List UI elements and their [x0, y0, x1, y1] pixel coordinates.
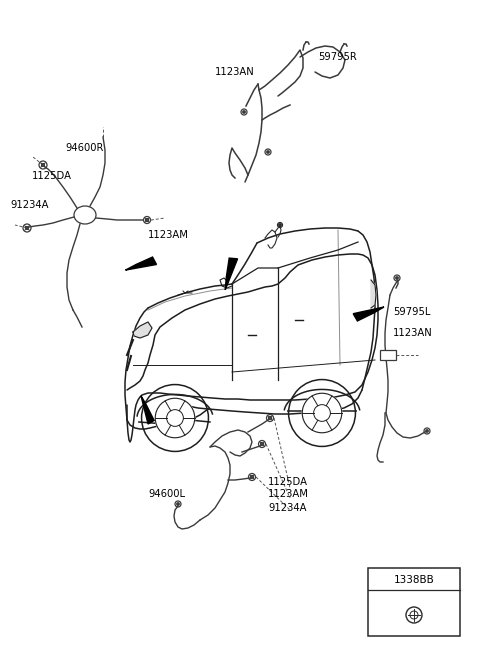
Text: 1125DA: 1125DA — [268, 477, 308, 487]
Text: 94600L: 94600L — [148, 489, 185, 499]
Polygon shape — [371, 280, 376, 308]
Circle shape — [426, 430, 428, 432]
Text: 59795L: 59795L — [393, 307, 431, 317]
Polygon shape — [125, 257, 156, 270]
Text: 1125DA: 1125DA — [32, 171, 72, 181]
Circle shape — [313, 405, 330, 421]
Circle shape — [302, 393, 342, 433]
Text: 91234A: 91234A — [10, 200, 48, 210]
Polygon shape — [133, 322, 152, 338]
Circle shape — [142, 384, 208, 451]
Circle shape — [243, 111, 245, 113]
Circle shape — [177, 502, 179, 505]
Circle shape — [267, 151, 269, 154]
Polygon shape — [141, 396, 154, 424]
Text: 1123AN: 1123AN — [393, 328, 433, 338]
Polygon shape — [353, 307, 384, 321]
Bar — [380, 350, 396, 360]
Text: 1123AM: 1123AM — [148, 230, 189, 240]
Text: 1338BB: 1338BB — [394, 575, 434, 585]
Circle shape — [279, 224, 281, 226]
Text: 94600R: 94600R — [65, 143, 103, 153]
Circle shape — [288, 380, 355, 447]
Text: 59795R: 59795R — [318, 52, 357, 62]
Text: 1123AM: 1123AM — [268, 489, 309, 499]
Ellipse shape — [74, 206, 96, 224]
Text: 1123AN: 1123AN — [215, 67, 255, 77]
Bar — [368, 568, 460, 636]
Circle shape — [396, 277, 398, 279]
Polygon shape — [225, 258, 238, 290]
Text: 91234A: 91234A — [268, 503, 307, 513]
Circle shape — [167, 409, 183, 426]
Circle shape — [155, 398, 195, 438]
